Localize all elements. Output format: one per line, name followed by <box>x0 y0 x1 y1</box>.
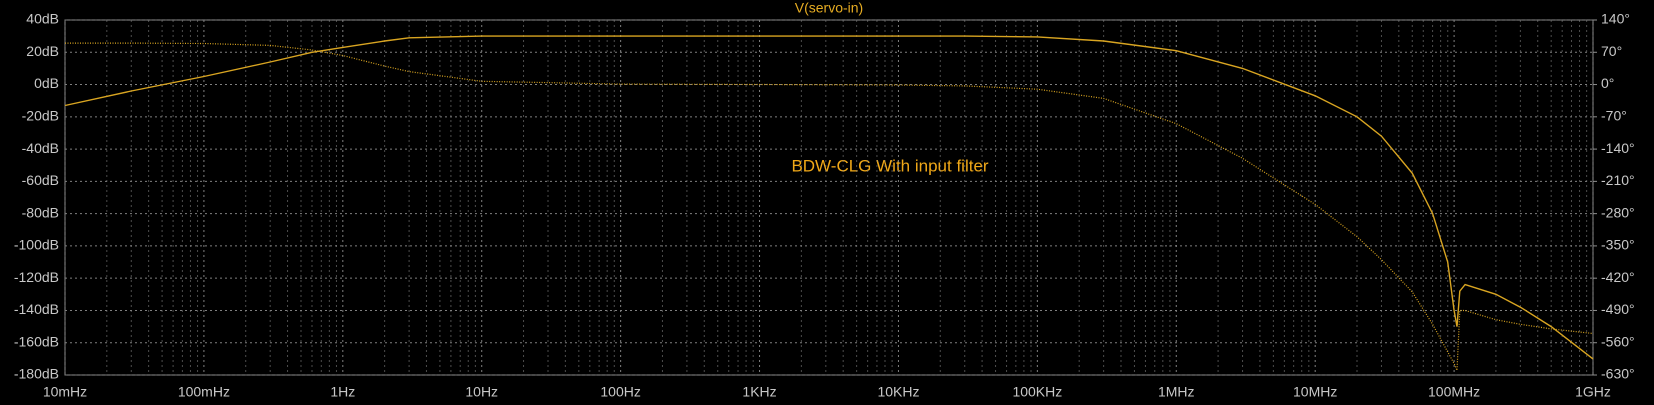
x-tick-label: 1MHz <box>1158 384 1195 400</box>
x-tick-label: 10KHz <box>877 384 919 400</box>
y-tick-label: -180dB <box>14 366 59 382</box>
x-tick-label: 1GHz <box>1575 384 1611 400</box>
y2-tick-label: -490° <box>1601 301 1635 317</box>
y-tick-label: -40dB <box>22 140 59 156</box>
x-tick-label: 100KHz <box>1012 384 1062 400</box>
y2-tick-label: 140° <box>1601 11 1630 27</box>
y-tick-label: -60dB <box>22 172 59 188</box>
x-tick-label: 10mHz <box>43 384 87 400</box>
y2-tick-label: 70° <box>1601 43 1622 59</box>
y-tick-label: -120dB <box>14 269 59 285</box>
y2-tick-label: -70° <box>1601 108 1627 124</box>
y2-tick-label: -420° <box>1601 269 1635 285</box>
x-tick-label: 1KHz <box>742 384 776 400</box>
plot-frame <box>64 19 1594 376</box>
y-tick-label: -100dB <box>14 237 59 253</box>
y2-tick-label: -140° <box>1601 140 1635 156</box>
x-tick-label: 10Hz <box>465 384 498 400</box>
series-line <box>64 35 1594 360</box>
x-tick-label: 100MHz <box>1428 384 1480 400</box>
chart-title: V(servo-in) <box>795 0 863 16</box>
y-tick-label: -140dB <box>14 301 59 317</box>
y-tick-label: 0dB <box>34 75 59 91</box>
x-tick-label: 100mHz <box>178 384 230 400</box>
y-tick-label: -80dB <box>22 204 59 220</box>
y-tick-label: 20dB <box>26 43 59 59</box>
y2-tick-label: -560° <box>1601 333 1635 349</box>
x-tick-label: 100Hz <box>600 384 640 400</box>
y2-tick-label: -280° <box>1601 204 1635 220</box>
x-tick-label: 1Hz <box>330 384 355 400</box>
annotation: BDW-CLG With input filter <box>791 156 988 175</box>
x-tick-label: 10MHz <box>1293 384 1337 400</box>
y2-tick-label: -350° <box>1601 237 1635 253</box>
y-tick-label: -20dB <box>22 108 59 124</box>
y2-tick-label: -630° <box>1601 366 1635 382</box>
y2-tick-label: -210° <box>1601 172 1635 188</box>
y-tick-label: 40dB <box>26 11 59 27</box>
y-tick-label: -160dB <box>14 333 59 349</box>
y2-tick-label: 0° <box>1601 75 1614 91</box>
series-line <box>65 42 1594 371</box>
